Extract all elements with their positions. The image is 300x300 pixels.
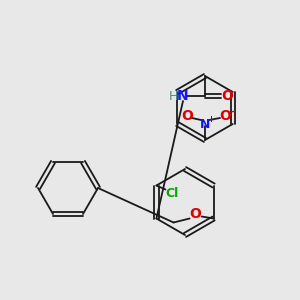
- Text: O: O: [190, 208, 202, 221]
- Text: Cl: Cl: [166, 187, 179, 200]
- Text: N: N: [177, 89, 189, 103]
- Text: O: O: [221, 89, 233, 103]
- Text: H: H: [168, 89, 178, 103]
- Text: -: -: [231, 107, 235, 117]
- Text: O: O: [219, 109, 231, 123]
- Text: +: +: [208, 115, 214, 124]
- Text: N: N: [200, 118, 210, 130]
- Text: O: O: [181, 109, 193, 123]
